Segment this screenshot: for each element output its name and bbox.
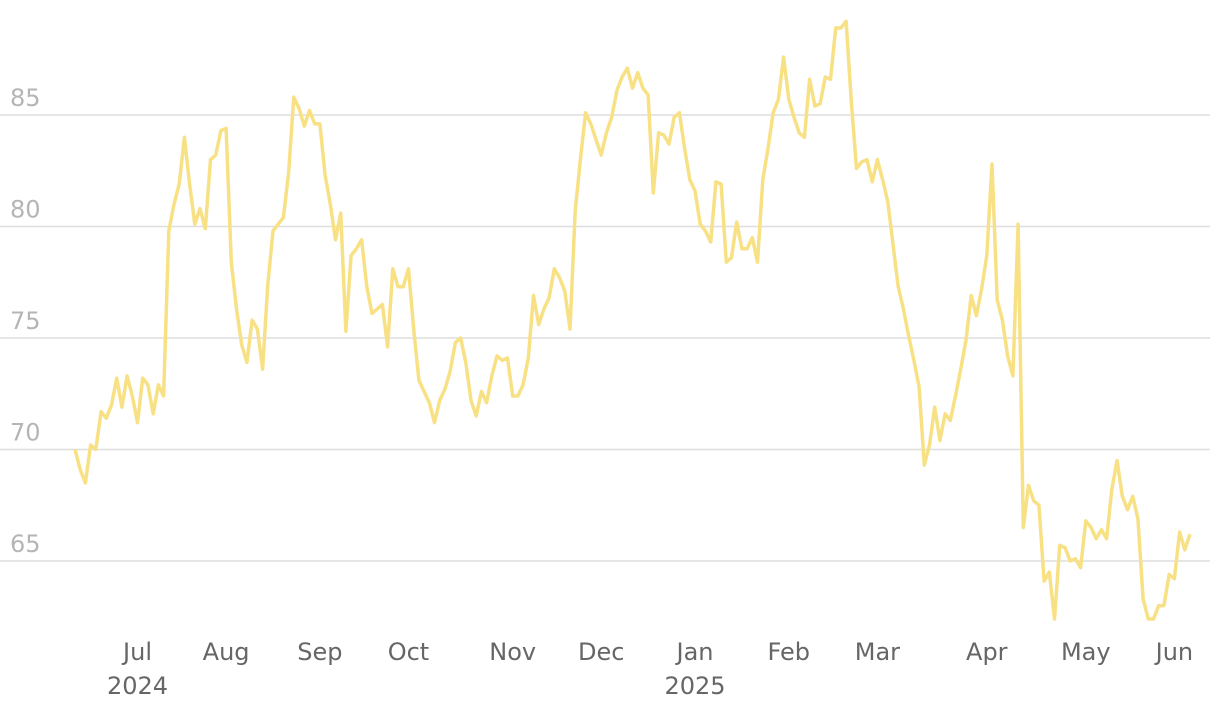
x-tick-label: Sep xyxy=(297,638,342,666)
x-tick-label: May xyxy=(1061,638,1111,666)
x-tick-label: Oct xyxy=(388,638,430,666)
x-tick-label: Nov xyxy=(489,638,536,666)
x-tick-label: Feb xyxy=(768,638,811,666)
x-tick-label: Aug xyxy=(203,638,250,666)
x-tick-label: Jul xyxy=(121,638,152,666)
y-tick-label: 80 xyxy=(10,195,41,223)
x-tick-label: Jun xyxy=(1154,638,1194,666)
y-tick-label: 70 xyxy=(10,418,41,446)
x-tick-label: Dec xyxy=(578,638,624,666)
x-year-label: 2024 xyxy=(107,672,168,700)
x-tick-label: Mar xyxy=(855,638,900,666)
y-tick-label: 65 xyxy=(10,530,41,558)
y-tick-label: 85 xyxy=(10,84,41,112)
y-tick-label: 75 xyxy=(10,307,41,335)
x-tick-label: Apr xyxy=(966,638,1008,666)
x-year-label: 2025 xyxy=(664,672,725,700)
x-tick-label: Jan xyxy=(675,638,714,666)
data-line xyxy=(73,19,1192,621)
